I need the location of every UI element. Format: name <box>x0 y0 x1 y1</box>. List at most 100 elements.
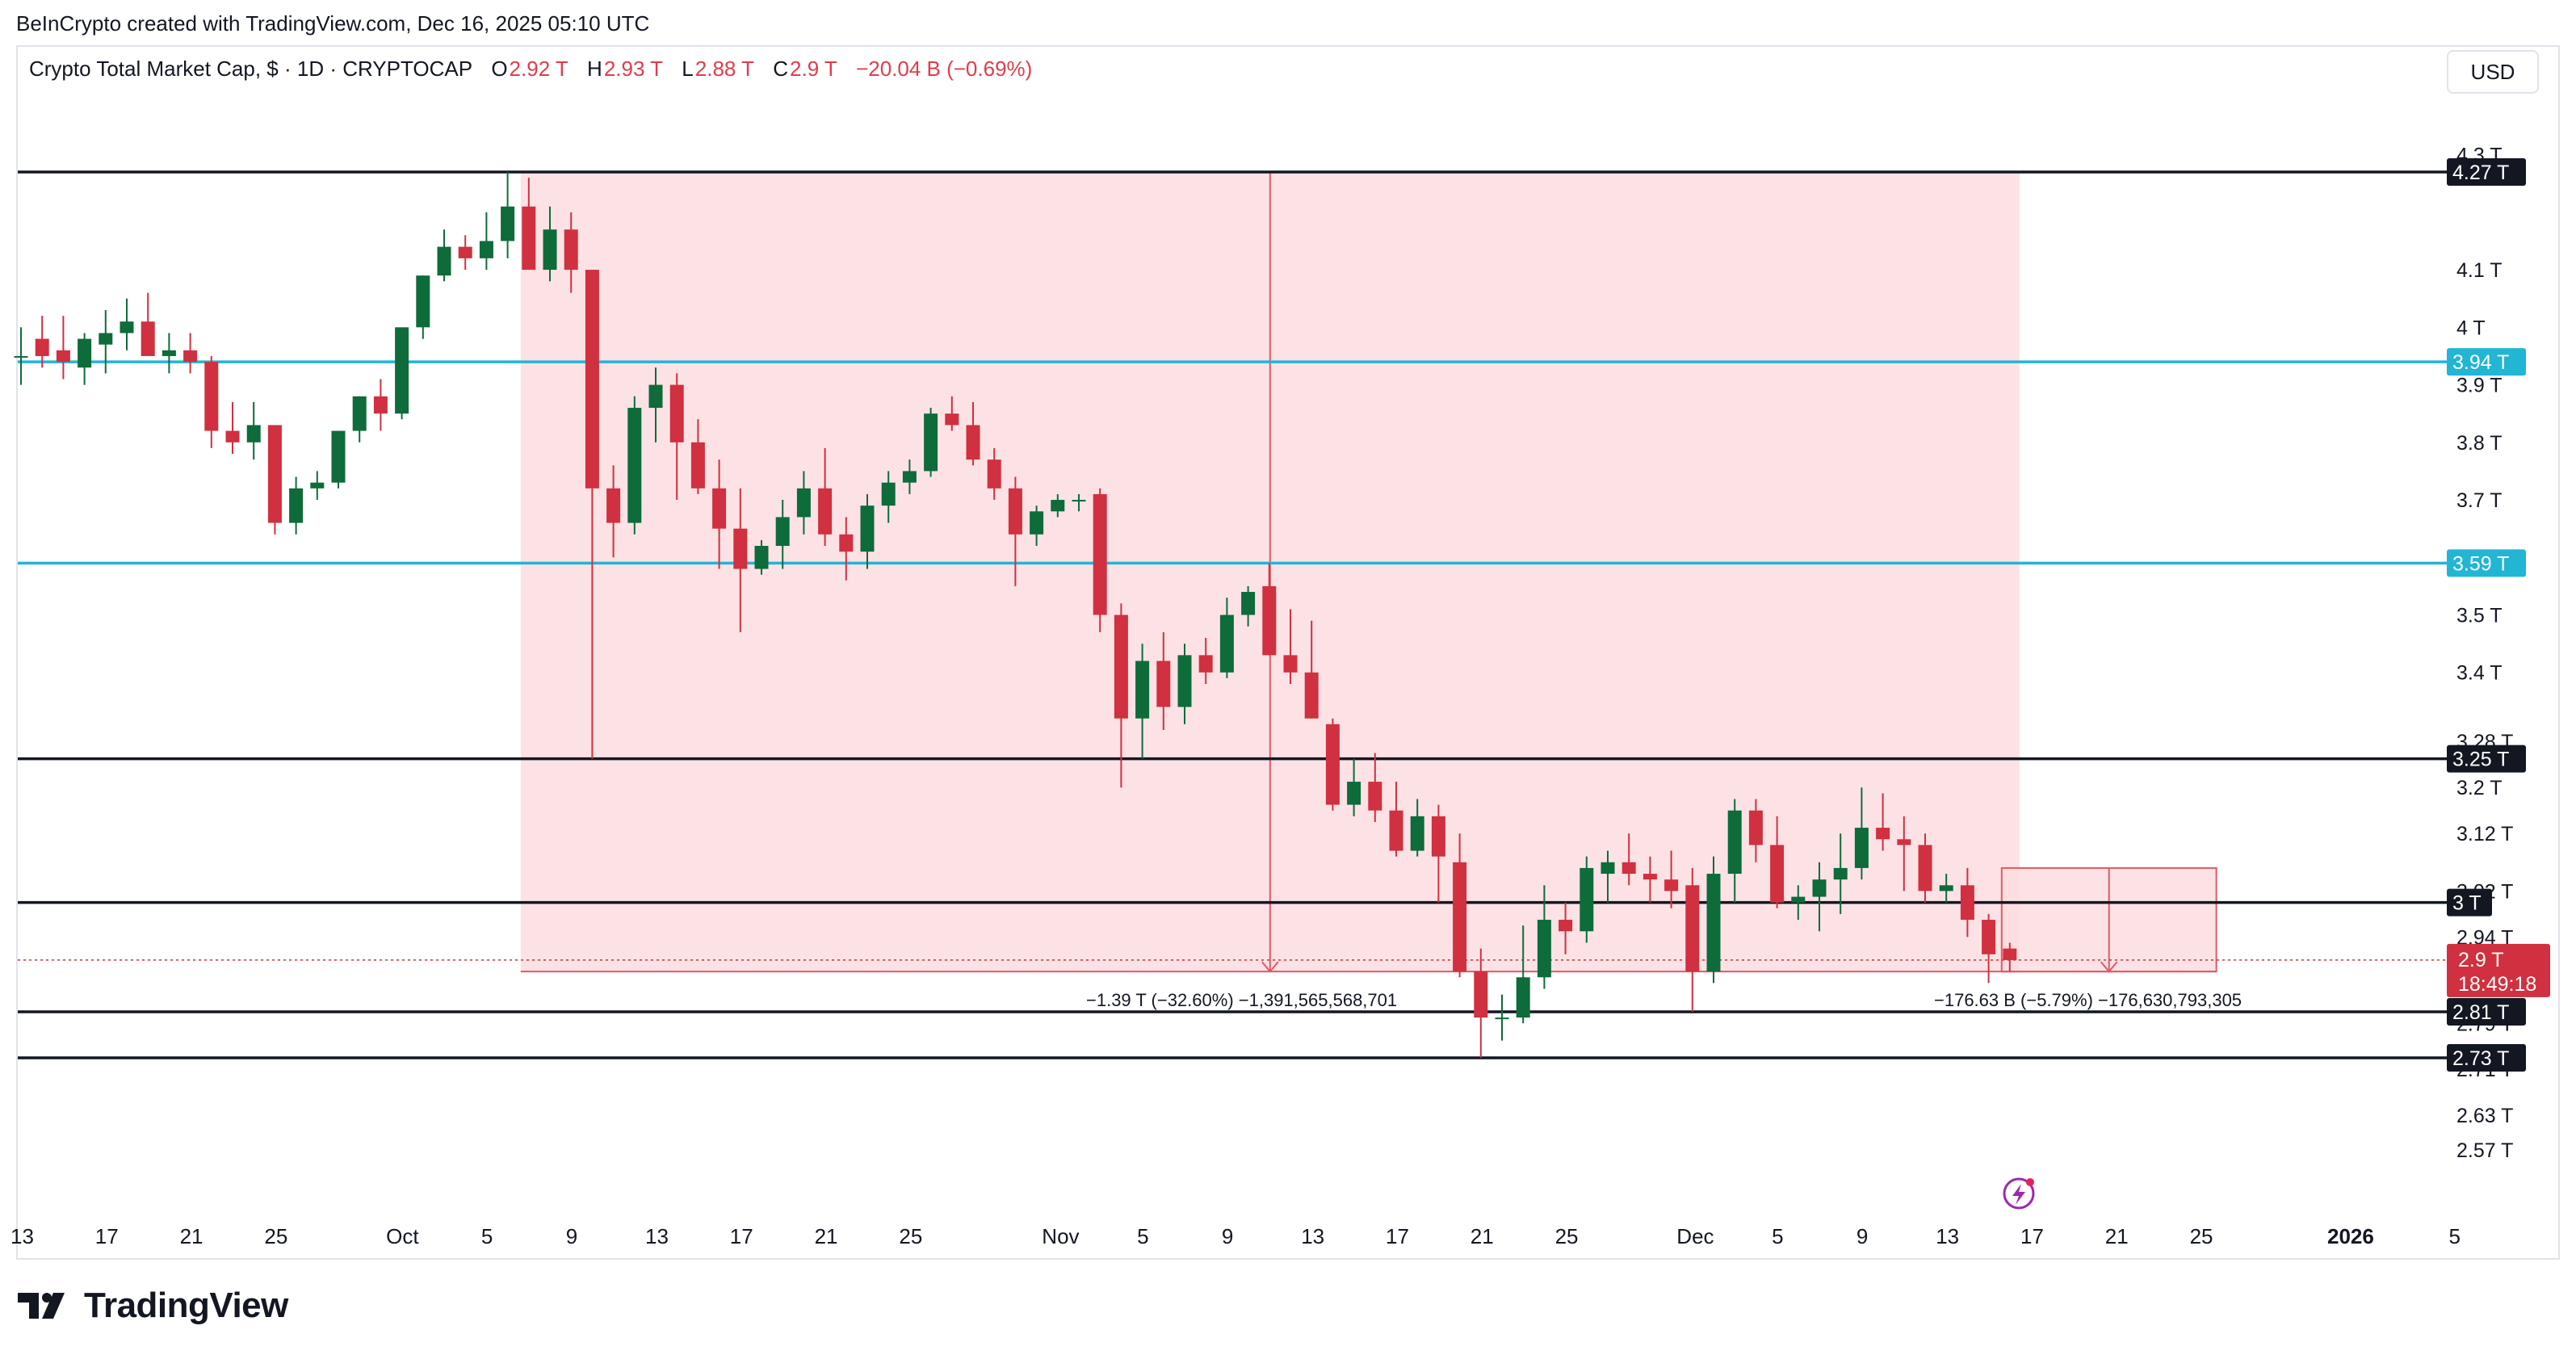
candle-body <box>1474 971 1488 1018</box>
x-tick-label: 21 <box>815 1224 838 1248</box>
candle-body <box>1368 782 1382 811</box>
support-resistance-levels <box>18 170 2447 1059</box>
level-price-badge <box>2447 549 2526 577</box>
y-tick-label: 3.7 T <box>2456 489 2503 512</box>
symbol-title: Crypto Total Market Cap, $ · 1D · CRYPTO… <box>29 57 473 81</box>
last-price-badge <box>2447 943 2550 997</box>
level-price-badge-text: 3.59 T <box>2452 552 2509 575</box>
currency-button[interactable]: USD <box>2447 50 2539 94</box>
tradingview-logo[interactable]: TradingView <box>18 1286 288 1326</box>
x-tick-label: 2026 <box>2327 1224 2374 1248</box>
x-tick-label: Dec <box>1676 1224 1714 1248</box>
measure-label: −176.63 B (−5.79%) −176,630,793,305 <box>1934 990 2242 1010</box>
measure-arrow-head <box>1261 961 1279 973</box>
candle-body <box>1135 661 1150 719</box>
candle-body <box>669 384 684 443</box>
level-price-badge-text: 3 T <box>2452 892 2482 915</box>
candle-body <box>754 546 769 569</box>
candle-body <box>1072 500 1086 502</box>
candle-body <box>585 270 599 489</box>
x-tick-label: 5 <box>1772 1224 1783 1248</box>
y-tick-label: 3.2 T <box>2456 777 2503 799</box>
x-tick-label: 5 <box>481 1224 493 1248</box>
candle-body <box>860 506 875 552</box>
level-price-badge <box>2447 888 2492 917</box>
candle-body <box>1304 672 1319 719</box>
candle-body <box>1601 862 1615 875</box>
candle-body <box>924 413 938 472</box>
x-tick-label: 13 <box>645 1224 669 1248</box>
legend-low-label: L <box>682 57 694 81</box>
x-tick-label: 17 <box>730 1224 753 1248</box>
x-tick-label: Nov <box>1042 1224 1079 1248</box>
tradingview-logo-icon <box>18 1293 65 1319</box>
candle-body <box>416 275 430 328</box>
candle-body <box>733 528 748 569</box>
candle-body <box>225 430 240 443</box>
y-tick-label: 3.12 T <box>2456 823 2513 845</box>
level-price-badge <box>2447 998 2526 1026</box>
candle-body <box>1559 920 1573 932</box>
candle-body <box>564 229 578 271</box>
candle-body <box>1812 879 1827 897</box>
candle-body <box>78 338 92 368</box>
candle-body <box>1008 488 1022 535</box>
x-tick-label: 9 <box>1222 1224 1233 1248</box>
x-tick-label: 17 <box>2020 1224 2044 1248</box>
level-price-badge <box>2447 745 2526 773</box>
candle-body <box>141 321 155 356</box>
candle-body <box>1219 615 1234 673</box>
candle-body <box>627 408 642 523</box>
x-tick-label: 13 <box>10 1224 34 1248</box>
candle-body <box>120 321 134 334</box>
legend-high-label: H <box>587 57 602 81</box>
candle-body <box>1960 885 1974 921</box>
x-tick-label: 25 <box>2190 1224 2213 1248</box>
y-tick-label: 2.63 T <box>2456 1105 2513 1127</box>
candle-body <box>1791 896 1806 903</box>
candle-body <box>1727 810 1742 875</box>
x-tick-label: Oct <box>386 1224 419 1248</box>
measure-label: −1.39 T (−32.60%) −1,391,565,568,701 <box>1086 990 1397 1010</box>
candle-body <box>1643 874 1657 880</box>
candle-body <box>1495 1017 1509 1020</box>
candle-body <box>1516 977 1530 1018</box>
candle-body <box>1706 874 1721 972</box>
x-tick-label: 21 <box>2105 1224 2129 1248</box>
candle-body <box>1389 810 1403 851</box>
candle-body <box>818 488 833 535</box>
x-tick-label: 13 <box>1301 1224 1324 1248</box>
candle-body <box>1051 500 1065 512</box>
y-tick-label: 3.9 T <box>2456 375 2503 397</box>
x-tick-label: 21 <box>1471 1224 1494 1248</box>
x-tick-label: 5 <box>1137 1224 1148 1248</box>
candle-body <box>1876 828 1890 840</box>
candle-body <box>1347 782 1361 805</box>
x-tick-label: 25 <box>1555 1224 1579 1248</box>
x-tick-label: 9 <box>1856 1224 1868 1248</box>
candle-body <box>1982 920 1996 954</box>
y-axis: 4.3 T4.1 T4 T3.9 T3.8 T3.7 T3.6 T3.5 T3.… <box>2447 145 2526 1162</box>
level-price-badge <box>2447 348 2526 376</box>
candle-body <box>289 488 304 523</box>
x-tick-label: 25 <box>264 1224 287 1248</box>
y-tick-label: 3.8 T <box>2456 432 2503 455</box>
x-tick-label: 21 <box>180 1224 203 1248</box>
event-lightning-icon <box>2003 1177 2035 1210</box>
candle-body <box>1177 655 1192 707</box>
x-tick-label: 13 <box>1936 1224 1959 1248</box>
candle-body <box>1030 511 1044 535</box>
candle-body <box>395 327 409 414</box>
candle-body <box>1156 661 1171 707</box>
candle-body <box>839 534 854 552</box>
candle-body <box>712 488 727 529</box>
level-price-badge-text: 2.73 T <box>2452 1047 2509 1070</box>
legend-open-value: 2.92 T <box>509 57 568 81</box>
legend-change: −20.04 B (−0.69%) <box>856 57 1033 81</box>
candle-body <box>648 384 663 409</box>
candle-body <box>1685 885 1700 972</box>
y-tick-label: 3.5 T <box>2456 605 2503 627</box>
candle-body <box>479 241 493 258</box>
y-tick-label: 4.1 T <box>2456 259 2503 282</box>
